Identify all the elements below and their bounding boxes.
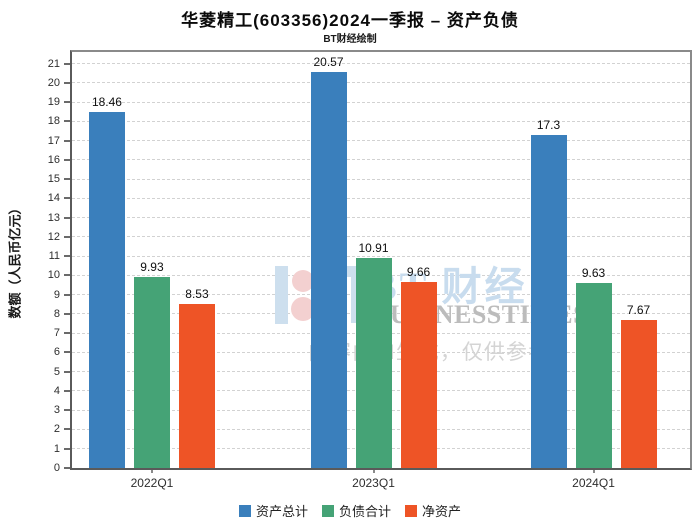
y-tick-label: 15 <box>47 173 60 186</box>
y-tick <box>64 312 72 315</box>
y-tick-label: 11 <box>48 250 60 263</box>
bar-value-label: 7.67 <box>626 303 651 318</box>
y-tick-label: 19 <box>47 96 60 109</box>
x-tick <box>592 468 595 473</box>
y-tick-label: 4 <box>53 384 60 397</box>
y-tick <box>64 428 72 431</box>
bar-value-label: 8.53 <box>185 286 209 301</box>
y-tick-label: 16 <box>47 153 60 166</box>
bar-资产总计-2024Q1 <box>530 134 567 468</box>
y-tick <box>64 62 72 65</box>
x-tick-label-2024Q1: 2024Q1 <box>572 476 615 490</box>
bar-value-label: 17.3 <box>536 117 561 132</box>
y-tick <box>64 216 72 219</box>
gridline <box>72 236 690 238</box>
bar-value-label: 20.57 <box>313 54 344 69</box>
legend-item-负债合计: 负债合计 <box>321 501 391 520</box>
y-tick <box>64 389 72 392</box>
bar-净资产-2023Q1 <box>400 281 437 468</box>
y-tick-label: 12 <box>47 230 60 243</box>
y-tick <box>64 235 72 238</box>
x-tick-label-2023Q1: 2023Q1 <box>352 476 395 490</box>
bar-value-label: 9.66 <box>406 264 431 279</box>
bar-净资产-2022Q1 <box>178 303 215 468</box>
chart-subtitle: BT财经绘制 <box>323 34 377 45</box>
y-tick <box>64 332 72 335</box>
x-tick <box>372 468 375 473</box>
y-tick <box>64 120 72 123</box>
y-tick-label: 8 <box>53 307 60 320</box>
bar-净资产-2024Q1 <box>620 320 657 468</box>
y-tick <box>64 447 72 450</box>
y-tick-label: 7 <box>53 327 60 340</box>
plot-area: BT 财经 BUSINESSTIMES 内容由AI生成，仅供参考 18.469.… <box>48 50 692 490</box>
bar-负债合计-2024Q1 <box>575 282 612 468</box>
y-tick <box>64 274 72 277</box>
bar-group-2024Q1: 17.3 9.63 7.67 <box>530 52 657 468</box>
legend-item-净资产: 净资产 <box>405 501 461 520</box>
gridline <box>72 63 690 65</box>
y-tick <box>64 139 72 142</box>
y-tick-label: 21 <box>47 57 60 70</box>
y-tick-label: 13 <box>47 211 60 224</box>
gridline <box>72 140 690 142</box>
x-tick-label-2022Q1: 2022Q1 <box>130 476 174 490</box>
bar-资产总计-2022Q1 <box>88 112 125 468</box>
gridline <box>72 217 690 219</box>
y-tick-label: 18 <box>47 115 60 128</box>
bar-负债合计-2023Q1 <box>355 257 392 468</box>
bar-负债合计-2022Q1 <box>133 276 170 468</box>
bar-value-label: 9.63 <box>581 265 606 280</box>
gridline <box>72 159 690 161</box>
y-tick <box>64 409 72 412</box>
x-tick <box>150 468 153 473</box>
y-tick-label: 0 <box>53 462 60 474</box>
legend-label: 负债合计 <box>338 504 391 519</box>
y-tick-label: 14 <box>47 192 60 205</box>
y-tick <box>64 81 72 84</box>
gridline <box>72 101 690 103</box>
y-tick-label: 6 <box>53 346 60 359</box>
bar-group-2023Q1: 20.57 10.91 9.66 <box>310 52 437 468</box>
y-tick <box>64 293 72 296</box>
gridline <box>72 120 690 122</box>
y-tick <box>64 178 72 181</box>
legend-label: 净资产 <box>422 504 462 519</box>
legend-label: 资产总计 <box>255 504 308 519</box>
y-tick <box>64 158 72 161</box>
gridline <box>72 255 690 257</box>
legend-swatch <box>238 504 251 517</box>
y-tick <box>64 255 72 258</box>
chart-title: 华菱精工(603356)2024一季报 – 资产负债 <box>181 11 519 30</box>
y-tick <box>64 351 72 354</box>
y-tick-label: 17 <box>47 134 60 147</box>
y-tick <box>64 467 72 469</box>
y-tick-label: 9 <box>53 288 60 301</box>
y-tick-label: 5 <box>53 365 60 378</box>
bar-资产总计-2023Q1 <box>310 71 347 468</box>
legend: 资产总计 负债合计 净资产 <box>0 501 700 520</box>
bar-value-label: 18.46 <box>91 95 122 110</box>
y-tick-label: 2 <box>53 423 60 436</box>
gridline <box>72 197 690 199</box>
y-tick-label: 3 <box>53 404 60 417</box>
y-tick-label: 1 <box>53 442 60 455</box>
bar-value-label: 10.91 <box>358 240 389 255</box>
bar-value-label: 9.93 <box>140 259 164 274</box>
gridline <box>72 178 690 180</box>
y-tick <box>64 197 72 200</box>
y-tick-label: 20 <box>47 76 60 89</box>
y-tick-label: 10 <box>47 269 60 282</box>
gridline <box>72 82 690 84</box>
legend-swatch <box>405 504 417 517</box>
y-tick <box>64 101 72 104</box>
legend-swatch <box>321 504 334 517</box>
y-tick <box>64 370 72 373</box>
legend-item-资产总计: 资产总计 <box>238 501 308 520</box>
y-axis-title: 数额（人民币亿元） <box>7 201 23 319</box>
bar-group-2022Q1: 18.46 9.93 8.53 <box>88 52 215 468</box>
